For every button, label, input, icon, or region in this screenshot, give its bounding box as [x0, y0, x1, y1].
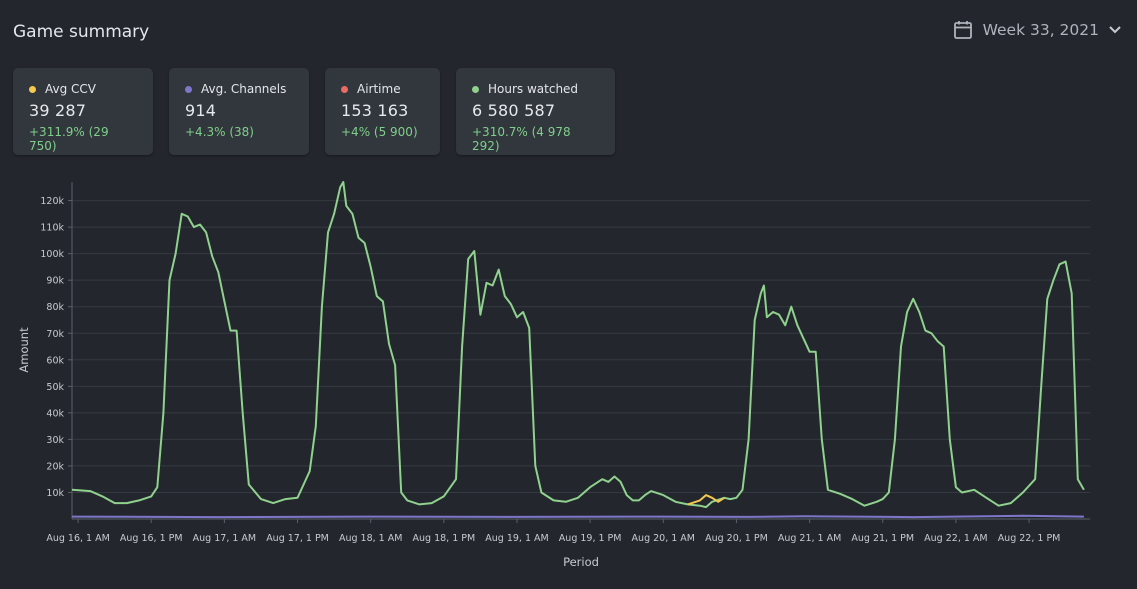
x-axis-title: Period [563, 555, 599, 569]
x-tick-label: Aug 21, 1 PM [851, 533, 914, 544]
calendar-icon [953, 20, 973, 40]
metric-label: Avg CCV [45, 82, 97, 96]
metric-label: Avg. Channels [201, 82, 287, 96]
x-tick-label: Aug 17, 1 AM [193, 533, 256, 544]
metric-delta: +311.9% (29 750) [29, 125, 109, 153]
week-label: Week 33, 2021 [982, 21, 1099, 39]
y-tick-label: 70k [46, 329, 64, 340]
line-chart: 10k20k30k40k50k60k70k80k90k100k110k120k … [17, 181, 1090, 569]
metric-delta: +4.3% (38) [185, 125, 254, 139]
x-tick-label: Aug 18, 1 AM [339, 533, 402, 544]
grid-lines [72, 200, 1090, 493]
x-tick-label: Aug 22, 1 AM [924, 533, 987, 544]
x-tick-label: Aug 18, 1 PM [413, 533, 476, 544]
x-tick-label: Aug 17, 1 PM [266, 533, 329, 544]
series-line-avg-ccv [687, 494, 725, 506]
page-title: Game summary [13, 22, 150, 42]
y-tick-label: 100k [40, 249, 64, 260]
y-tick-label: 80k [46, 302, 64, 313]
metric-value: 6 580 587 [472, 101, 556, 120]
y-tick-label: 50k [46, 382, 64, 393]
x-tick-label: Aug 16, 1 PM [120, 533, 183, 544]
metric-card-airtime[interactable]: Airtime 153 163 +4% (5 900) [325, 68, 440, 155]
y-tick-label: 60k [46, 355, 64, 366]
legend-dot [185, 85, 192, 93]
metric-card-avg-ccv[interactable]: Avg CCV 39 287 +311.9% (29 750) [13, 68, 153, 155]
metric-label: Airtime [357, 82, 401, 96]
metric-value: 153 163 [341, 101, 409, 120]
x-tick-label: Aug 22, 1 PM [998, 533, 1061, 544]
legend-dot [29, 85, 36, 93]
metric-card-hours-watched[interactable]: Hours watched 6 580 587 +310.7% (4 978 2… [456, 68, 615, 155]
x-tick-label: Aug 19, 1 AM [485, 533, 548, 544]
legend-dot [472, 85, 479, 93]
y-tick-label: 90k [46, 276, 64, 287]
y-tick-label: 120k [40, 196, 64, 207]
metric-cards: Avg CCV 39 287 +311.9% (29 750) Avg. Cha… [13, 68, 615, 155]
y-axis-title: Amount [17, 327, 31, 373]
y-tick-label: 110k [40, 223, 64, 234]
chevron-down-icon [1109, 26, 1121, 34]
x-tick-label: Aug 21, 1 AM [778, 533, 841, 544]
metric-delta: +310.7% (4 978 292) [472, 125, 571, 153]
y-tick-label: 40k [46, 408, 64, 419]
chart-series [71, 181, 1085, 519]
metric-delta: +4% (5 900) [341, 125, 418, 139]
metric-value: 39 287 [29, 101, 87, 120]
series-line-hours-watched [71, 181, 1085, 509]
y-axis: 10k 20k 30k 40k 50k 60k 70k 80k 90k 100k 110k 120k [40, 182, 73, 519]
x-tick-label: Aug 19, 1 PM [559, 533, 622, 544]
x-tick-label: Aug 20, 1 PM [705, 533, 768, 544]
x-axis: Aug 16, 1 AM Aug 16, 1 PM Aug 17, 1 AM Aug … [46, 518, 1090, 544]
series-line-avg-channels [71, 514, 1084, 519]
y-tick-label: 20k [46, 461, 64, 472]
x-tick-label: Aug 16, 1 AM [46, 533, 109, 544]
metric-value: 914 [185, 101, 217, 120]
metric-label: Hours watched [488, 82, 579, 96]
legend-dot [341, 85, 348, 93]
x-tick-label: Aug 20, 1 AM [632, 533, 695, 544]
y-tick-label: 30k [46, 435, 64, 446]
metric-card-avg-channels[interactable]: Avg. Channels 914 +4.3% (38) [169, 68, 309, 155]
week-picker[interactable]: Week 33, 2021 [953, 20, 1121, 40]
y-tick-label: 10k [46, 488, 64, 499]
